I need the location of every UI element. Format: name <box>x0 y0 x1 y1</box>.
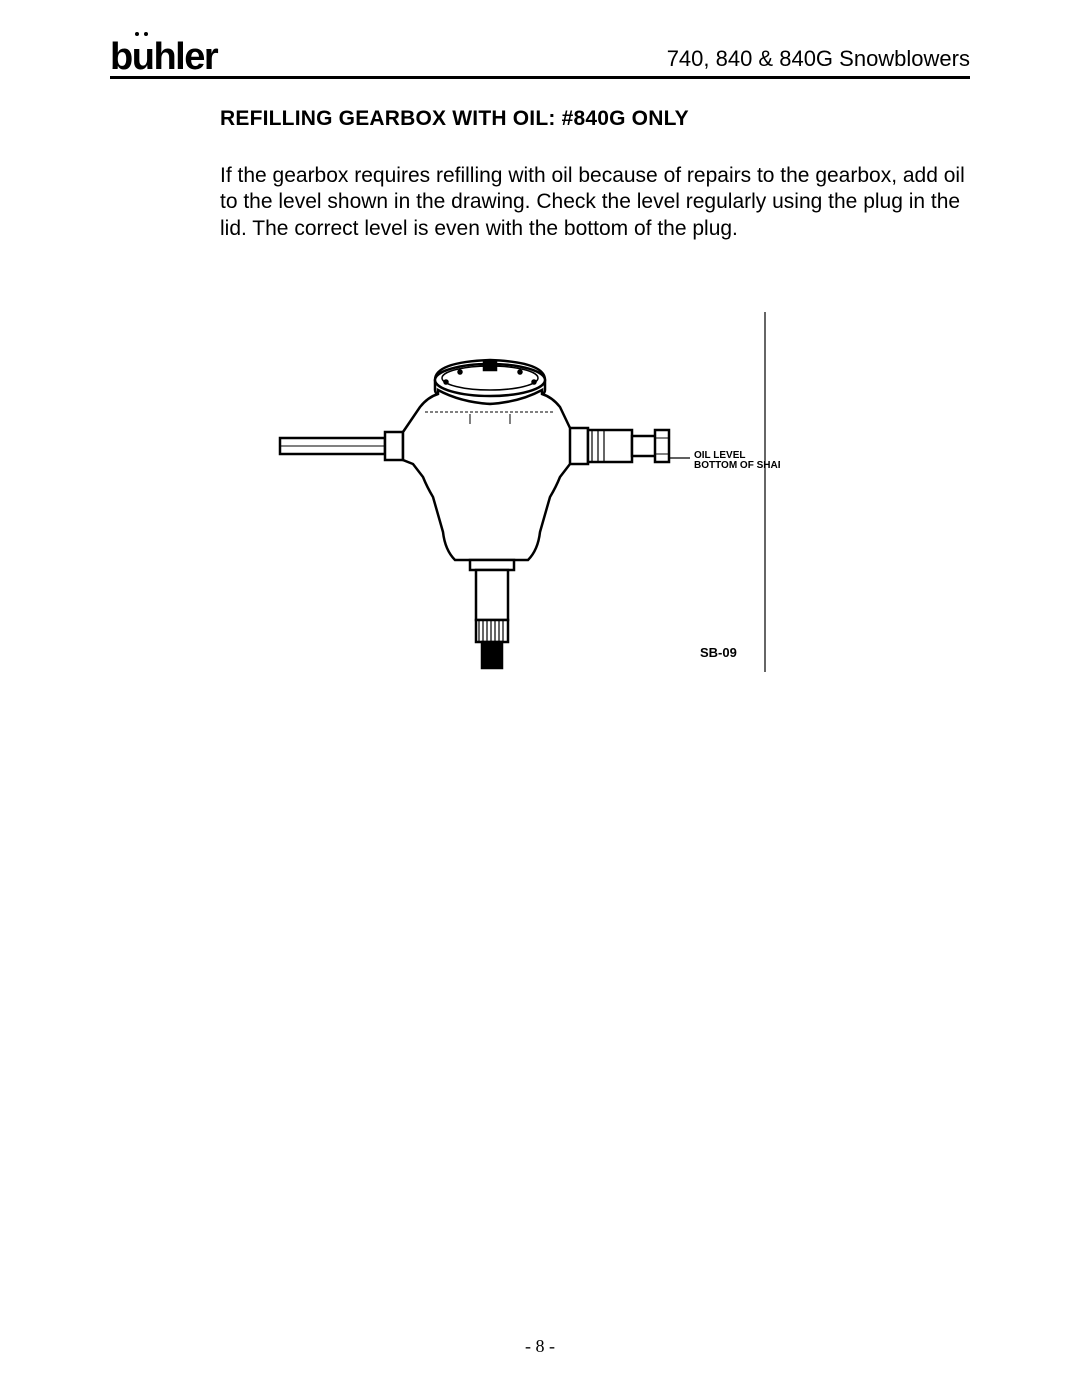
brand-logo: buhler <box>110 40 217 74</box>
callout-oil-level-line2: BOTTOM OF SHAFT <box>694 460 780 471</box>
document-title: 740, 840 & 840G Snowblowers <box>667 46 970 74</box>
logo-post: hler <box>153 36 217 78</box>
drawing-number: SB-09 <box>700 645 737 660</box>
page-number: - 8 - <box>0 1336 1080 1357</box>
section-heading: REFILLING GEARBOX WITH OIL: #840G ONLY <box>220 107 970 131</box>
gearbox-diagram: OIL LEVEL BOTTOM OF SHAFT SB-09 <box>260 302 780 682</box>
logo-pre: b <box>110 36 132 78</box>
logo-umlaut: u <box>132 36 154 78</box>
section-paragraph: If the gearbox requires refilling with o… <box>220 163 970 242</box>
page-header: buhler 740, 840 & 840G Snowblowers <box>110 40 970 79</box>
